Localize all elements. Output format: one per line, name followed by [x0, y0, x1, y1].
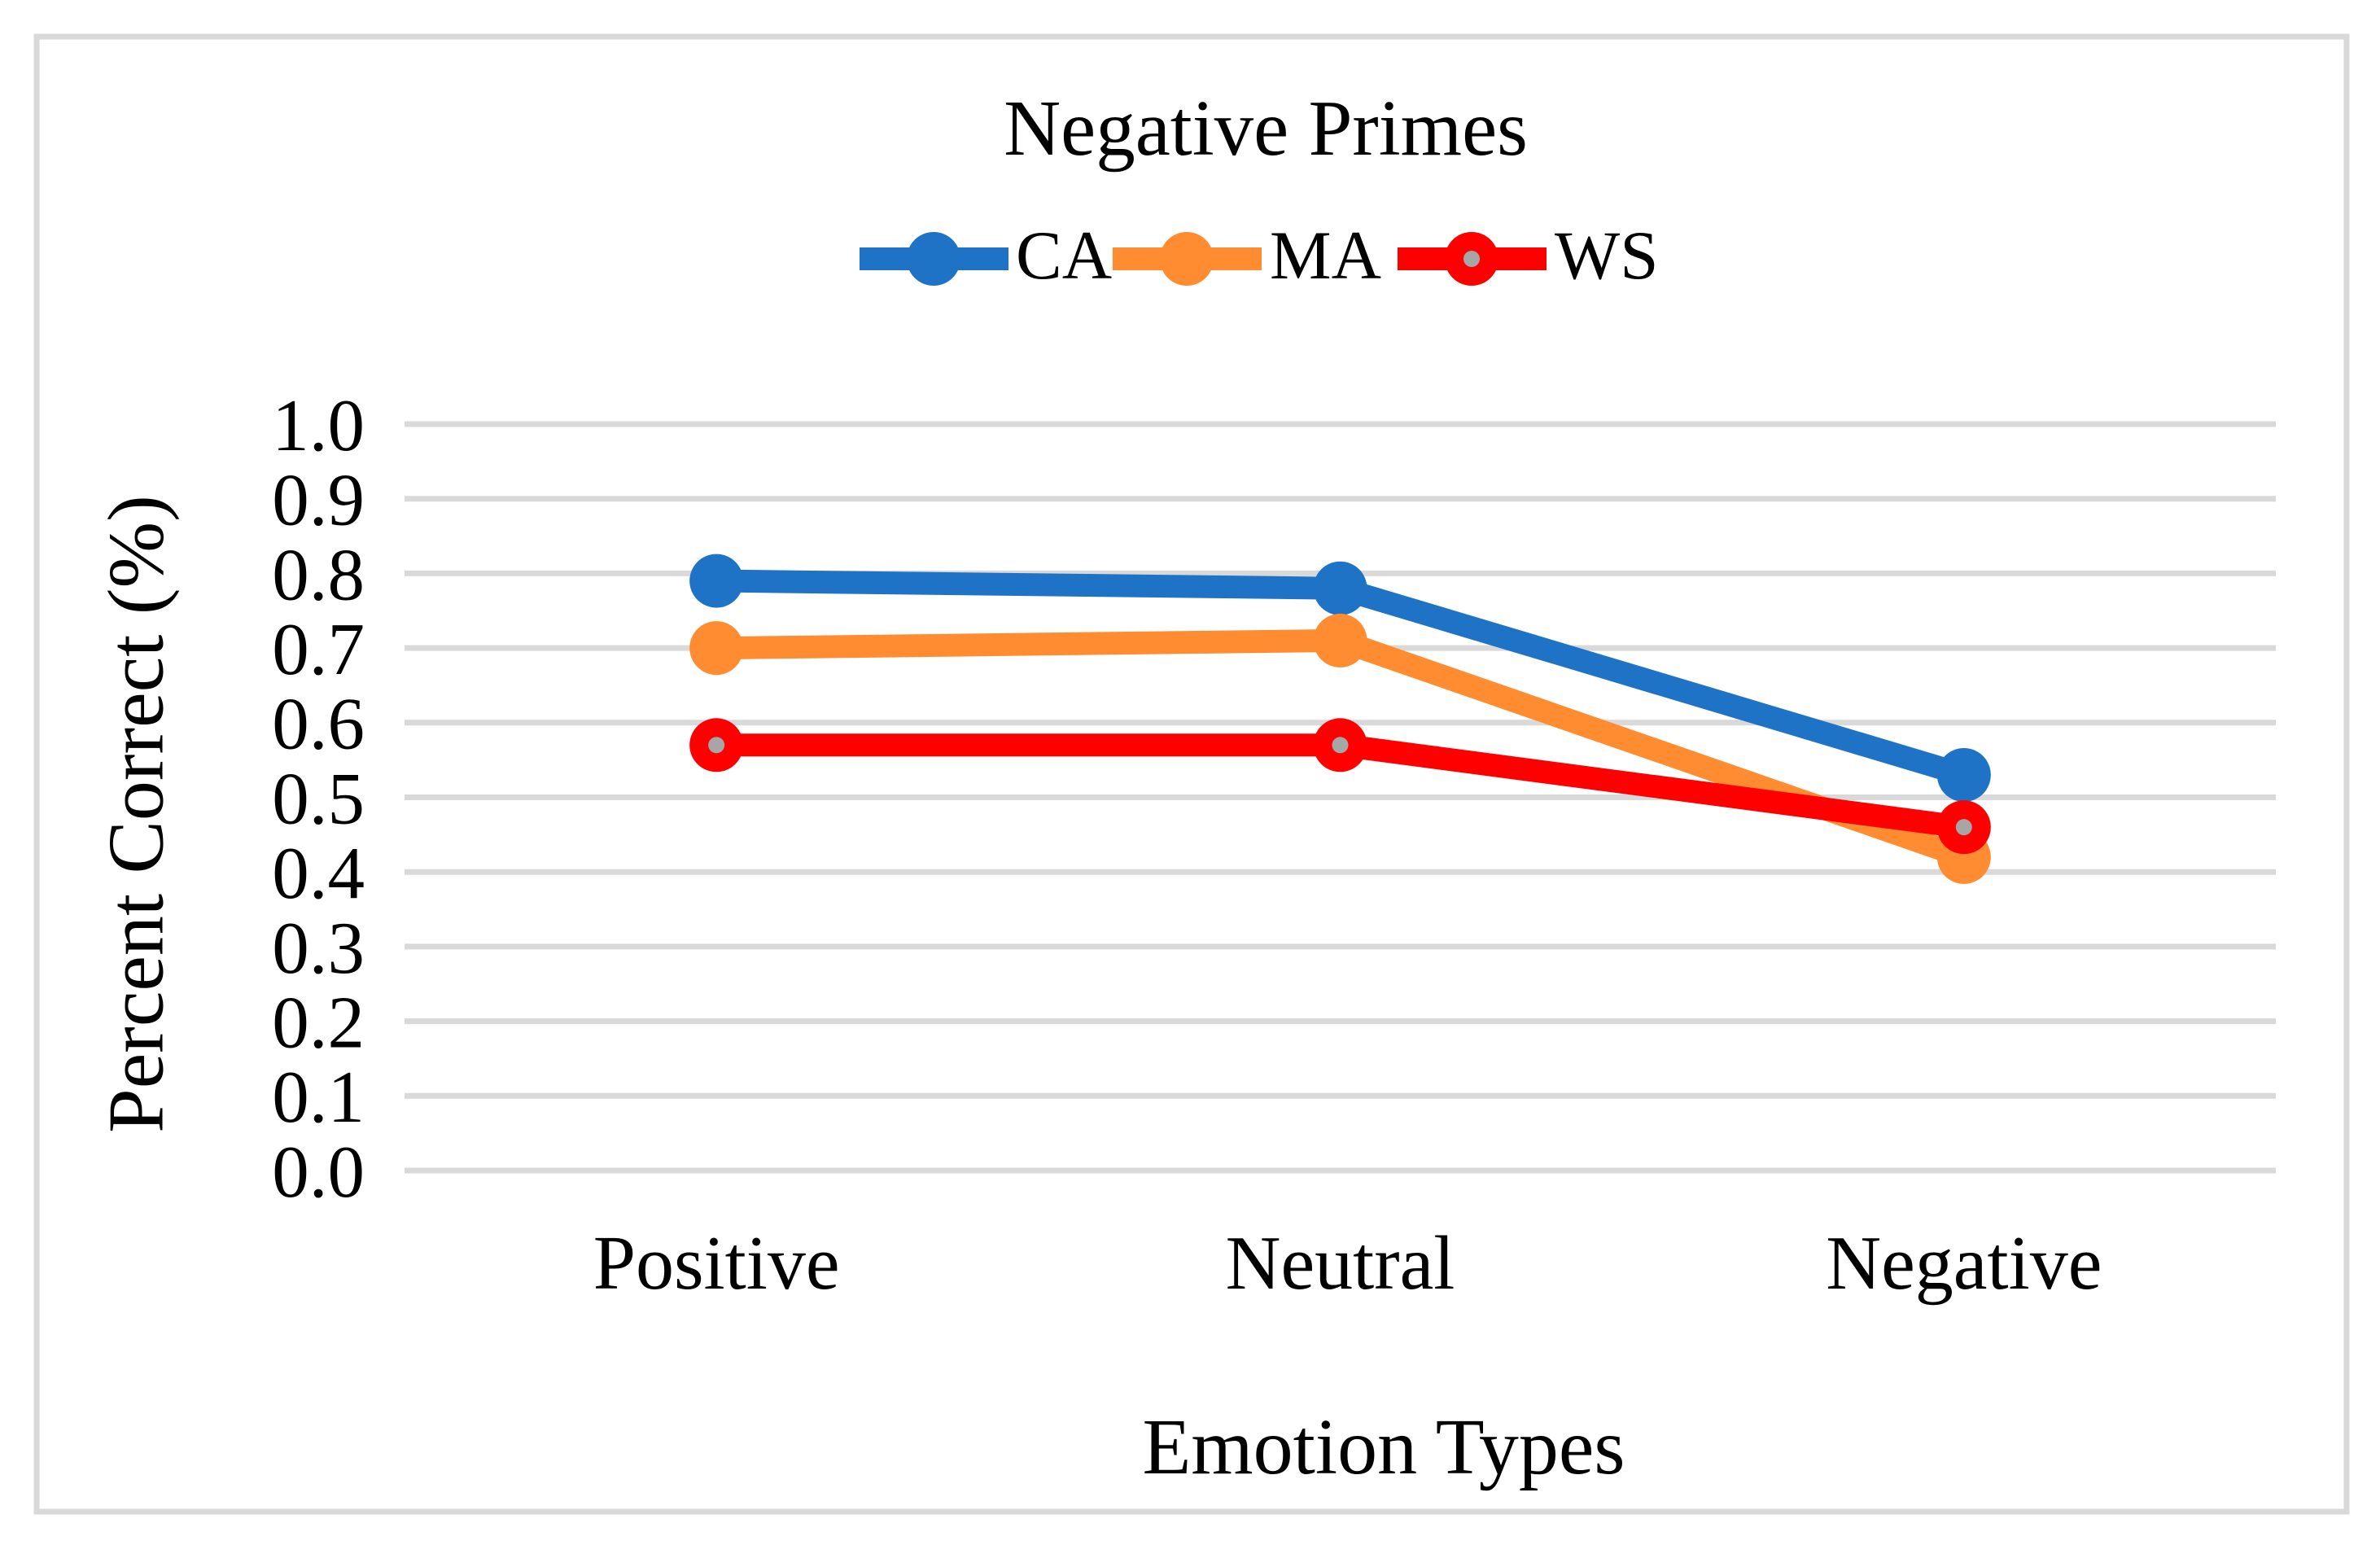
legend-marker-ws-dot-icon [1463, 251, 1480, 267]
y-tick-label: 0.2 [272, 981, 365, 1063]
y-tick-label: 1.0 [272, 384, 365, 466]
legend-label-ca: CA [1016, 217, 1112, 294]
data-series [689, 554, 1991, 884]
y-tick-label: 0.0 [272, 1131, 365, 1213]
data-point-dot-WS-Neutral [1332, 737, 1349, 754]
legend-label-ma: MA [1270, 217, 1381, 294]
gridlines [405, 421, 2276, 1174]
chart-border [33, 33, 2350, 1515]
legend: CA MA WS [860, 217, 1659, 294]
data-point-dot-WS-Positive [708, 737, 725, 754]
series-WS [689, 718, 1991, 855]
data-point-CA-Negative [1936, 747, 1991, 802]
x-category-label: Positive [593, 1221, 840, 1306]
y-tick-label: 0.5 [272, 757, 365, 839]
legend-item-ws: WS [1398, 217, 1659, 294]
data-point-MA-Positive [689, 621, 744, 676]
data-point-dot-WS-Negative [1955, 819, 1972, 836]
y-tick-label: 0.1 [272, 1056, 365, 1138]
legend-marker-ma-icon [1160, 232, 1214, 286]
y-tick-label: 0.3 [272, 907, 365, 989]
y-tick-label: 0.9 [272, 459, 365, 541]
data-point-CA-Positive [689, 554, 744, 608]
x-category-label: Neutral [1226, 1221, 1455, 1306]
legend-marker-ca-icon [907, 232, 960, 286]
y-tick-label: 0.8 [272, 533, 365, 615]
x-axis-category-labels: Positive Neutral Negative [593, 1221, 2102, 1306]
y-tick-label: 0.6 [272, 683, 365, 765]
legend-label-ws: WS [1555, 217, 1659, 294]
chart-title: Negative Primes [1004, 85, 1528, 172]
legend-item-ca: CA [860, 217, 1112, 294]
y-tick-label: 0.7 [272, 608, 365, 690]
y-tick-label: 0.4 [272, 832, 365, 914]
legend-item-ma: MA [1113, 217, 1381, 294]
y-axis-tick-labels: 0.00.10.20.30.40.50.60.70.80.91.0 [272, 384, 365, 1213]
data-point-CA-Neutral [1313, 561, 1367, 615]
x-category-label: Negative [1826, 1221, 2102, 1306]
data-point-MA-Neutral [1313, 613, 1367, 667]
series-CA [689, 554, 1991, 802]
x-axis-title: Emotion Types [1143, 1403, 1625, 1491]
y-axis-title: Percent Correct (%) [92, 495, 180, 1133]
